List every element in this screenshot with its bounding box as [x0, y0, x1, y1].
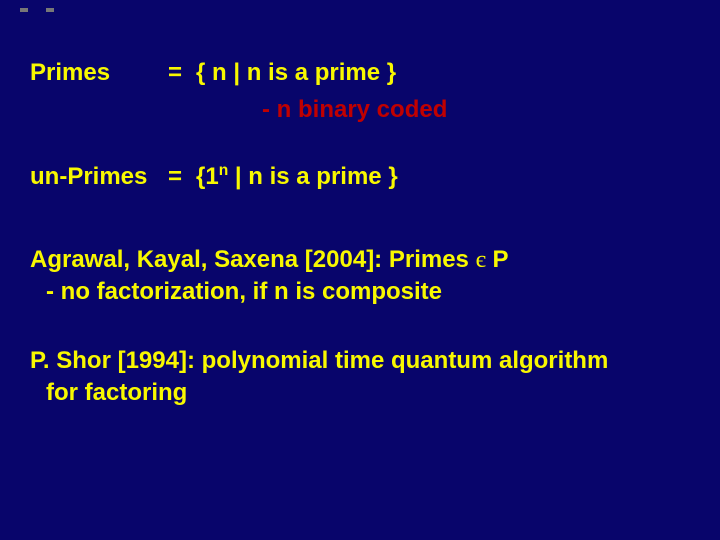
epsilon-symbol: є: [476, 247, 486, 273]
aks-suffix: P: [486, 246, 509, 273]
shor-result: P. Shor [1994]: polynomial time quantum …: [30, 345, 690, 410]
primes-equals: =: [168, 56, 196, 90]
unprimes-exponent: n: [219, 162, 229, 179]
unprimes-label: un-Primes: [30, 160, 168, 194]
spacer: [30, 200, 690, 244]
primes-set: { n | n is a prime }: [196, 56, 396, 90]
unprimes-set: {1n | n is a prime }: [196, 160, 398, 194]
shor-line1: P. Shor [1994]: polynomial time quantum …: [30, 345, 690, 377]
aks-prefix: Agrawal, Kayal, Saxena [2004]: Primes: [30, 246, 476, 273]
slide-body: Primes = { n | n is a prime } - n binary…: [0, 0, 720, 540]
shor-line2: for factoring: [30, 377, 690, 409]
spacer: [30, 309, 690, 345]
spacer: [30, 124, 690, 160]
aks-line2: - no factorization, if n is composite: [30, 276, 690, 308]
unprimes-set-suffix: | n is a prime }: [228, 163, 397, 190]
aks-line1: Agrawal, Kayal, Saxena [2004]: Primes є …: [30, 244, 690, 276]
unprimes-equals: =: [168, 160, 196, 194]
definition-primes: Primes = { n | n is a prime }: [30, 56, 690, 90]
primes-note: - n binary coded: [30, 96, 690, 125]
definition-un-primes: un-Primes = {1n | n is a prime }: [30, 160, 690, 194]
unprimes-set-prefix: {1: [196, 163, 219, 190]
primes-label: Primes: [30, 56, 168, 90]
aks-result: Agrawal, Kayal, Saxena [2004]: Primes є …: [30, 244, 690, 309]
